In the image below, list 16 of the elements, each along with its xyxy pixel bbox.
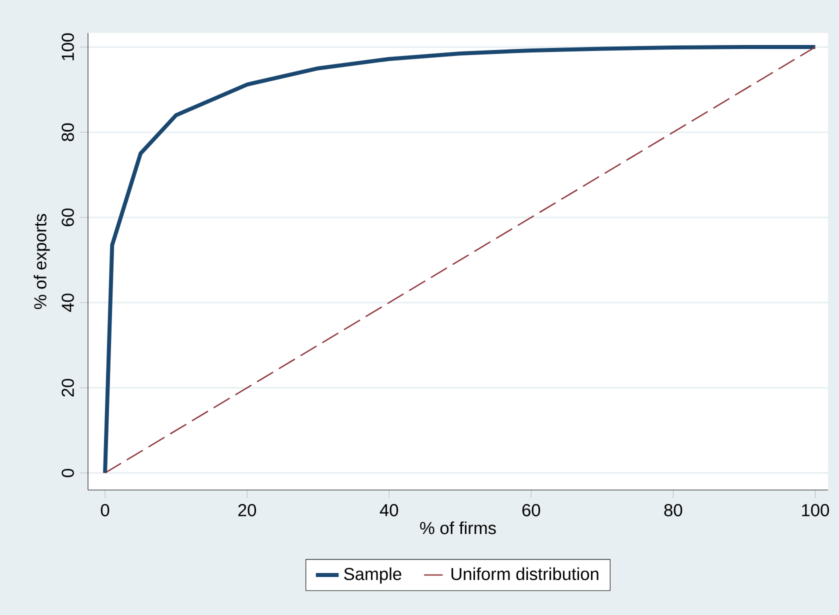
y-tick-label: 40 bbox=[62, 294, 74, 312]
y-tick-label: 60 bbox=[62, 208, 74, 226]
y-tick-label: 100 bbox=[62, 33, 74, 60]
y-tick-label: 80 bbox=[62, 123, 74, 142]
x-tick-label: 80 bbox=[664, 504, 682, 516]
x-axis-title: % of firms bbox=[420, 521, 496, 534]
y-axis-title: % of exports bbox=[34, 214, 50, 310]
y-tick-label: 0 bbox=[62, 468, 74, 478]
x-tick-label: 20 bbox=[238, 504, 256, 516]
x-tick-label: 60 bbox=[522, 504, 540, 516]
x-tick-label: 40 bbox=[380, 504, 398, 516]
legend-label: Sample bbox=[344, 567, 402, 584]
y-tick-label: 20 bbox=[62, 378, 74, 397]
x-tick-label: 0 bbox=[100, 504, 110, 516]
legend-label: Uniform distribution bbox=[452, 567, 598, 580]
x-tick-label: 100 bbox=[802, 504, 830, 516]
